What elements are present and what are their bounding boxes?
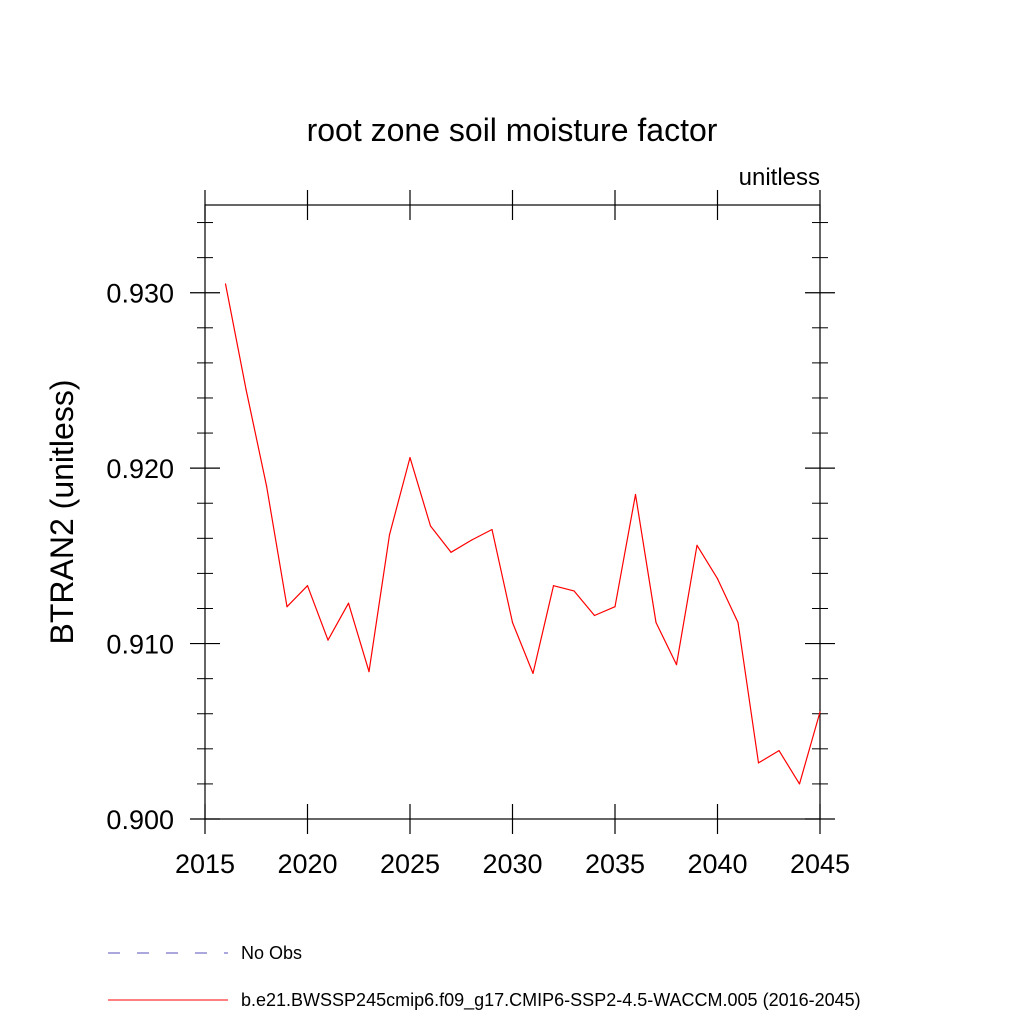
y-axis-ticks: 0.900 0.910 0.920 0.930 [106,222,835,835]
x-tick-label: 2035 [585,849,645,879]
data-point [675,664,678,666]
data-point [409,457,411,459]
data-point [655,621,657,624]
legend: No Obs b.e21.BWSSP245cmip6.f09_g17.CMIP6-… [108,943,861,1011]
data-point [819,711,821,713]
data-point [306,585,309,587]
data-point [757,762,760,764]
data-point [532,672,534,674]
data-point [245,388,247,390]
y-tick-label: 0.920 [106,454,174,484]
y-tick-label: 0.900 [106,805,174,835]
y-axis-label: BTRAN2 (unitless) [44,380,80,645]
data-point [491,528,493,531]
data-point [552,585,555,587]
data-point [778,749,780,752]
x-tick-label: 2015 [175,849,235,879]
data-point [224,283,227,285]
plot-frame [204,204,821,820]
legend-label: No Obs [241,943,302,963]
data-point [368,671,370,673]
data-point [696,544,698,546]
data-point [798,783,801,785]
y-tick-label: 0.930 [106,279,174,309]
x-tick-label: 2030 [482,849,542,879]
data-point [327,639,329,641]
y-tick-label: 0.910 [106,630,174,660]
data-point [429,525,432,527]
data-point [265,485,268,487]
chart-units-label: unitless [739,164,820,191]
legend-label: b.e21.BWSSP245cmip6.f09_g17.CMIP6-SSP2-4… [241,990,861,1011]
series-line [224,283,821,785]
data-point [573,590,575,592]
x-tick-label: 2020 [277,849,337,879]
data-point [737,621,739,624]
data-point [450,551,452,553]
series-layer [224,283,821,785]
data-point [347,602,350,604]
data-point [511,621,514,624]
x-axis-ticks: 2015 2020 2025 2030 2035 2040 2045 [175,190,850,879]
chart-title: root zone soil moisture factor [307,112,718,148]
data-point [470,539,473,541]
x-tick-label: 2045 [790,849,850,879]
data-point [716,578,719,580]
x-tick-label: 2025 [380,849,440,879]
x-tick-label: 2040 [687,849,747,879]
data-point [286,606,288,608]
data-point [614,606,616,608]
data-point [593,614,596,617]
data-point [388,534,391,536]
data-point [634,493,637,496]
